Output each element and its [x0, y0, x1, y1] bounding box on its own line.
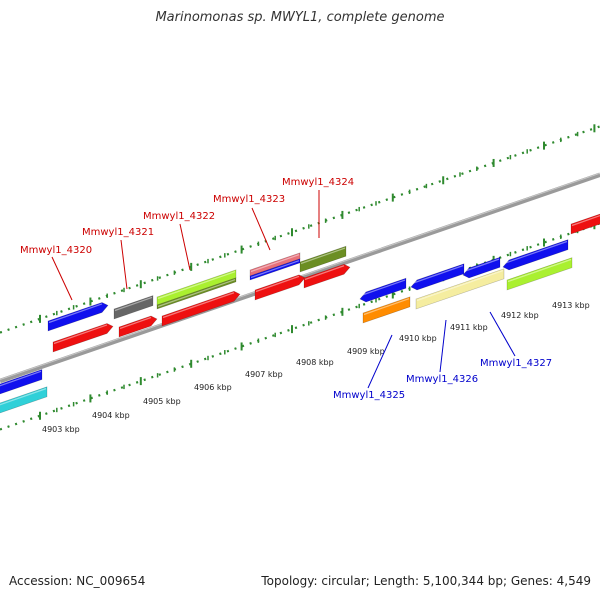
gene-box-red-c-body — [161, 290, 241, 327]
tick-label-kbp: 4912 kbp — [501, 311, 539, 320]
gene-box-blue-e-shine — [463, 258, 500, 273]
gene-label-forward: Mmwyl1_4320 — [20, 245, 92, 256]
gene-box-blue-g-shine — [0, 370, 42, 387]
gene-box-olive — [299, 245, 347, 273]
tick-label-kbp: 4906 kbp — [194, 383, 232, 392]
tick-label-kbp: 4910 kbp — [399, 334, 437, 343]
gene-label-forward: Mmwyl1_4322 — [143, 211, 215, 222]
gene-label-forward: Mmwyl1_4324 — [282, 177, 354, 188]
gene-box-green-b-shine — [507, 258, 572, 283]
gene-box-blue-b-shine — [250, 260, 300, 279]
topology-text: Topology: circular; Length: 5,100,344 bp… — [261, 574, 591, 588]
tick-label-kbp: 4911 kbp — [450, 323, 488, 332]
gene-box-cyan-body — [0, 386, 48, 414]
gene-box-khaki-body — [415, 268, 505, 310]
gene-box-blue-f-body — [502, 239, 569, 271]
gene-box-grey-body — [113, 295, 154, 320]
gene-label-leader — [439, 319, 447, 373]
gene-label-leader — [251, 207, 271, 251]
gene-box-olive-stripe — [156, 277, 237, 310]
feature-layer — [0, 213, 600, 414]
gene-box-olive-shine — [300, 247, 346, 265]
gene-box-blue-a-body — [47, 302, 109, 332]
gene-box-red-b-shine — [119, 316, 152, 330]
gene-box-blue-d-shine — [411, 265, 464, 285]
tick-label-kbp: 4907 kbp — [245, 370, 283, 379]
tick-label-kbp: 4909 kbp — [347, 347, 385, 356]
gene-box-blue-g — [0, 369, 43, 395]
tick-label-kbp: 4904 kbp — [92, 411, 130, 420]
gene-box-khaki — [415, 268, 505, 310]
gene-label-forward: Mmwyl1_4323 — [213, 194, 285, 205]
gene-box-blue-c — [359, 277, 407, 303]
gene-box-green-b — [506, 257, 573, 291]
gene-box-red-e — [303, 263, 351, 289]
gene-box-blue-a — [47, 302, 109, 332]
map-title: Marinomonas sp. MWYL1, complete genome — [155, 10, 445, 25]
gene-box-olive-body — [299, 245, 347, 273]
gene-box-red-c — [161, 290, 241, 327]
gene-box-orange-shine — [363, 298, 410, 316]
gene-label-reverse: Mmwyl1_4327 — [480, 358, 552, 369]
upper-tick-track-dots — [0, 125, 600, 334]
gene-box-red-b-body — [118, 315, 158, 338]
gene-label-reverse: Mmwyl1_4325 — [333, 390, 405, 401]
gene-box-cyan-shine — [0, 388, 47, 406]
tick-label-kbp: 4913 kbp — [552, 301, 590, 310]
gene-box-red-f-body — [570, 213, 600, 235]
gene-box-grey — [113, 295, 154, 320]
gene-label-leader — [120, 239, 128, 290]
gene-box-grey-shine — [114, 296, 153, 312]
gene-box-blue-e-body — [462, 256, 501, 279]
gene-box-red-a-shine — [53, 324, 108, 345]
gene-label-reverse: Mmwyl1_4326 — [406, 374, 478, 385]
gene-box-blue-a-shine — [48, 303, 103, 324]
gene-label-leader — [367, 334, 393, 389]
gene-label-leader — [51, 256, 73, 301]
gene-box-red-e-body — [303, 263, 351, 289]
gene-box-blue-f-shine — [503, 240, 568, 265]
gene-box-blue-c-body — [359, 277, 407, 303]
gene-box-green-light-shine — [157, 271, 236, 300]
gene-box-orange-body — [362, 296, 411, 324]
tick-label-kbp: 4905 kbp — [143, 397, 181, 406]
gene-box-red-d — [254, 274, 306, 301]
gene-box-red-d-shine — [255, 275, 300, 293]
accession-text: Accession: NC_009654 — [9, 574, 146, 588]
gene-label-forward: Mmwyl1_4321 — [82, 227, 154, 238]
gene-box-green-b-body — [506, 257, 573, 291]
gene-box-olive-stripe-shine — [157, 279, 236, 308]
gene-label-leader — [179, 223, 191, 271]
gene-box-red-a — [52, 323, 114, 353]
gene-box-blue-e — [462, 256, 501, 279]
gene-box-orange — [362, 296, 411, 324]
tick-label-kbp: 4903 kbp — [42, 425, 80, 434]
gene-box-red-d-body — [254, 274, 306, 301]
gene-box-pink-shine — [250, 254, 300, 273]
gene-box-red-e-shine — [304, 265, 345, 281]
gene-label-layer: Mmwyl1_4320 Mmwyl1_4321 Mmwyl1_4322 Mmwyl1_… — [20, 177, 552, 401]
gene-label-leader — [489, 311, 516, 357]
gene-box-red-f — [570, 213, 600, 235]
gene-box-red-c-shine — [162, 292, 235, 319]
gene-box-blue-f — [502, 239, 569, 271]
gene-box-khaki-shine — [416, 270, 504, 302]
tick-label-kbp: 4908 kbp — [296, 358, 334, 367]
gene-box-blue-c-shine — [360, 279, 406, 297]
gene-box-blue-d-body — [410, 263, 465, 291]
gene-box-cyan — [0, 386, 48, 414]
gene-box-red-a-body — [52, 323, 114, 353]
gene-box-blue-g-body — [0, 369, 43, 395]
gene-box-red-b — [118, 315, 158, 338]
tick-label-layer: 4903 kbp 4904 kbp 4905 kbp 4906 kbp 4907 kbp… — [42, 301, 590, 434]
gene-box-olive-stripe-body — [156, 277, 237, 310]
gene-box-blue-d — [410, 263, 465, 291]
